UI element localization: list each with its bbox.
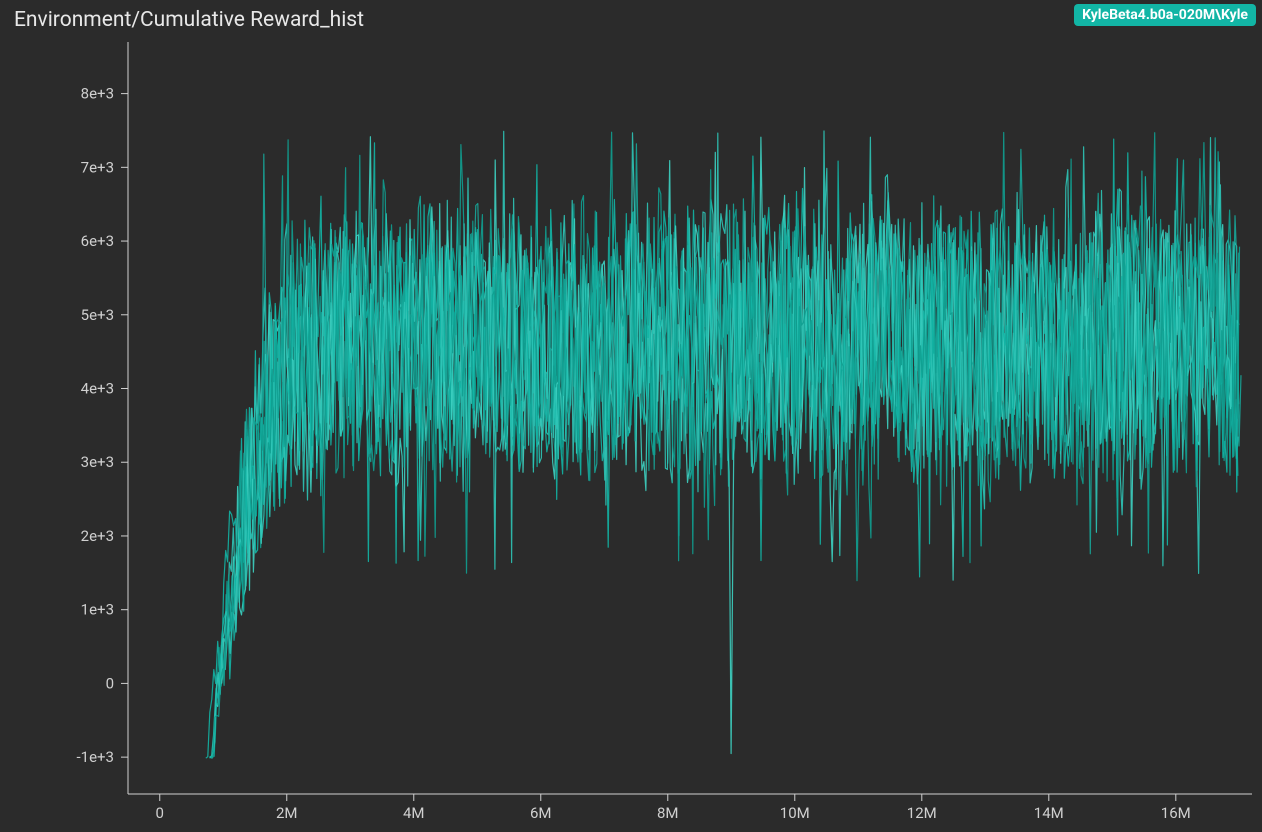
svg-text:5e+3: 5e+3 [81,306,114,324]
svg-text:10M: 10M [780,804,810,822]
svg-text:16M: 16M [1161,804,1191,822]
svg-text:4e+3: 4e+3 [81,380,114,398]
svg-text:6e+3: 6e+3 [81,232,114,250]
chart-panel: Environment/Cumulative Reward_hist KyleB… [0,0,1262,832]
svg-text:2M: 2M [276,804,298,822]
plot-area[interactable]: -1e+3 0 1e+3 2e+3 3e+3 4e+3 5e+3 6e+3 7e+3 8e+3 0 2… [0,0,1262,832]
svg-text:3e+3: 3e+3 [81,453,114,471]
svg-text:12M: 12M [907,804,937,822]
svg-text:0: 0 [106,674,114,692]
svg-text:-1e+3: -1e+3 [77,748,114,766]
svg-text:4M: 4M [403,804,425,822]
svg-text:8M: 8M [657,804,679,822]
svg-text:0: 0 [156,804,164,822]
svg-text:1e+3: 1e+3 [81,601,114,619]
svg-text:8e+3: 8e+3 [81,85,114,103]
chart-svg: -1e+3 0 1e+3 2e+3 3e+3 4e+3 5e+3 6e+3 7e+3 8e+3 0 2… [0,0,1262,832]
svg-text:14M: 14M [1034,804,1064,822]
svg-text:6M: 6M [530,804,552,822]
svg-text:7e+3: 7e+3 [81,158,114,176]
svg-text:2e+3: 2e+3 [81,527,114,545]
